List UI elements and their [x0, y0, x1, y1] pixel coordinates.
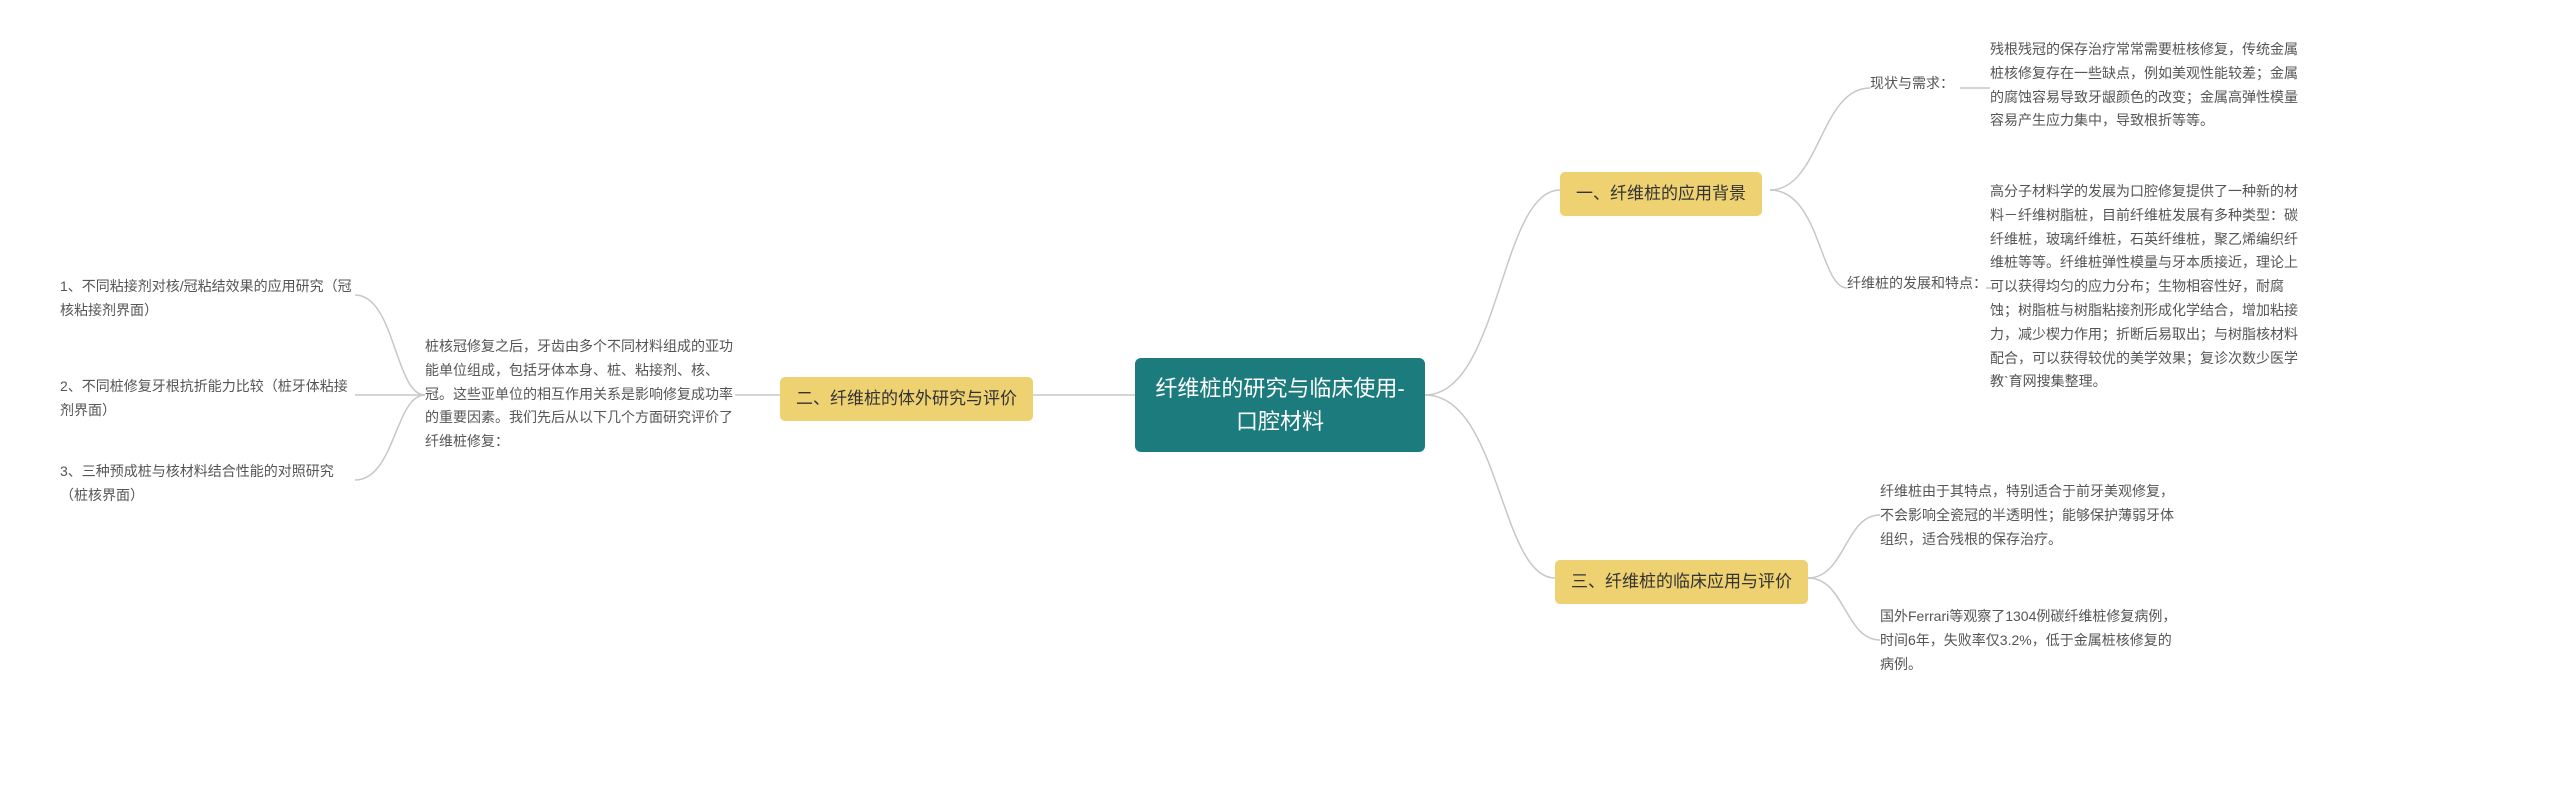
b2-child-1-text: 1、不同粘接剂对核/冠粘结效果的应用研究（冠核粘接剂界面）	[60, 275, 355, 323]
b1-child-1-label: 现状与需求：	[1870, 73, 1954, 93]
b3-child-2-text: 国外Ferrari等观察了1304例碳纤维桩修复病例，时间6年，失败率仅3.2%…	[1880, 605, 2180, 676]
b1-child-2-text: 高分子材料学的发展为口腔修复提供了一种新的材料－纤维树脂桩，目前纤维桩发展有多种…	[1990, 180, 2300, 394]
b3-child-1-text: 纤维桩由于其特点，特别适合于前牙美观修复，不会影响全瓷冠的半透明性；能够保护薄弱…	[1880, 480, 2180, 551]
b2-intro-text: 桩核冠修复之后，牙齿由多个不同材料组成的亚功能单位组成，包括牙体本身、桩、粘接剂…	[425, 335, 735, 454]
branch-3[interactable]: 三、纤维桩的临床应用与评价	[1555, 560, 1808, 604]
b1-child-2-label: 纤维桩的发展和特点：	[1847, 273, 1987, 293]
b1-child-1-text: 残根残冠的保存治疗常常需要桩核修复，传统金属桩核修复存在一些缺点，例如美观性能较…	[1990, 38, 2300, 133]
b2-child-3-text: 3、三种预成桩与核材料结合性能的对照研究（桩核界面）	[60, 460, 355, 508]
branch-2[interactable]: 二、纤维桩的体外研究与评价	[780, 377, 1033, 421]
root-node[interactable]: 纤维桩的研究与临床使用-口腔材料	[1135, 358, 1425, 452]
branch-1[interactable]: 一、纤维桩的应用背景	[1560, 172, 1762, 216]
b2-child-2-text: 2、不同桩修复牙根抗折能力比较（桩牙体粘接剂界面）	[60, 375, 355, 423]
